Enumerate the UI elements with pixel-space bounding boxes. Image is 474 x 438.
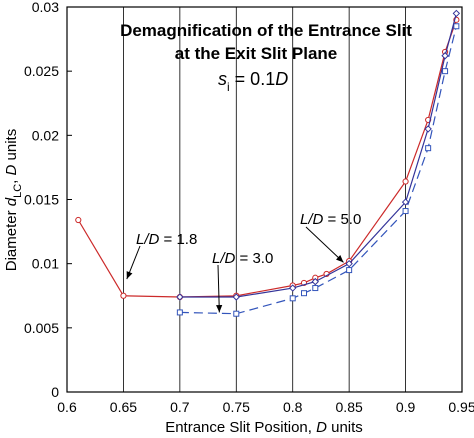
annotation-label: L/D = 5.0 bbox=[300, 211, 361, 228]
chart-subtitle: si = 0.1D bbox=[218, 69, 288, 94]
x-tick-label: 0.85 bbox=[336, 399, 363, 415]
data-point bbox=[401, 198, 410, 206]
x-tick-label: 0.9 bbox=[396, 399, 416, 415]
annotation-arrow bbox=[305, 226, 344, 263]
arrow-head bbox=[216, 304, 223, 313]
annotation-0: L/D = 1.8 bbox=[126, 231, 197, 280]
data-point bbox=[301, 290, 307, 297]
x-tick-label: 0.8 bbox=[283, 399, 303, 415]
y-tick-label: 0.03 bbox=[32, 0, 59, 15]
x-tick-label: 0.95 bbox=[448, 399, 474, 415]
annotations: L/D = 1.8 L/D = 3.0 L/D = 5.0 bbox=[126, 211, 361, 313]
data-point bbox=[453, 23, 460, 30]
data-point bbox=[346, 267, 353, 274]
data-point bbox=[289, 295, 296, 302]
y-tick-label: 0.01 bbox=[32, 256, 59, 272]
data-point bbox=[442, 68, 449, 75]
data-point bbox=[345, 259, 353, 268]
y-tick-label: 0 bbox=[51, 384, 59, 400]
data-point bbox=[75, 216, 82, 224]
y-axis-title: Diameter dLC, D units bbox=[3, 129, 24, 271]
annotation-label: L/D = 1.8 bbox=[136, 231, 197, 248]
data-point bbox=[441, 52, 449, 60]
y-tick-label: 0.005 bbox=[24, 320, 59, 336]
annotation-2: L/D = 5.0 bbox=[300, 211, 361, 263]
x-tick-label: 0.65 bbox=[110, 399, 137, 415]
data-point bbox=[232, 293, 240, 301]
y-tick-label: 0.025 bbox=[24, 63, 59, 79]
gridlines bbox=[123, 7, 406, 392]
data-point bbox=[311, 277, 319, 286]
series-line bbox=[179, 26, 457, 315]
data-point bbox=[452, 9, 461, 18]
annotation-1: L/D = 3.0 bbox=[212, 250, 273, 313]
annotation-label: L/D = 3.0 bbox=[212, 250, 273, 267]
y-tick-labels: 0 0.005 0.01 0.015 0.02 0.025 0.03 bbox=[24, 0, 72, 400]
annotation-arrow bbox=[217, 264, 220, 313]
data-point bbox=[289, 284, 297, 292]
data-point bbox=[425, 145, 432, 152]
title-line-2: at the Exit Slit Plane bbox=[175, 44, 338, 63]
arrow-head bbox=[126, 271, 133, 280]
data-point bbox=[176, 309, 183, 316]
y-tick-label: 0.02 bbox=[32, 127, 59, 143]
arrow-head bbox=[336, 255, 344, 263]
y-tick-label: 0.015 bbox=[24, 192, 59, 208]
series-2 bbox=[176, 9, 461, 301]
data-point bbox=[312, 285, 319, 292]
data-point bbox=[233, 310, 240, 317]
data-point bbox=[424, 125, 432, 133]
data-point bbox=[120, 292, 127, 299]
x-tick-labels: 0.6 0.65 0.7 0.75 0.8 0.85 0.9 0.95 bbox=[57, 399, 474, 415]
data-point bbox=[176, 293, 184, 301]
x-tick-label: 0.7 bbox=[170, 399, 190, 415]
plot-frame bbox=[66, 6, 463, 393]
chart-title: Demagnification of the Entrance Slit at … bbox=[120, 21, 412, 94]
series-layer bbox=[75, 9, 461, 317]
x-tick-label: 0.75 bbox=[223, 399, 250, 415]
series-1 bbox=[176, 23, 460, 317]
title-line-1: Demagnification of the Entrance Slit bbox=[120, 21, 412, 40]
x-tick-label: 0.6 bbox=[57, 399, 77, 415]
x-axis-title: Entrance Slit Position, D units bbox=[165, 419, 363, 436]
data-point bbox=[402, 208, 409, 215]
data-point bbox=[402, 178, 409, 185]
